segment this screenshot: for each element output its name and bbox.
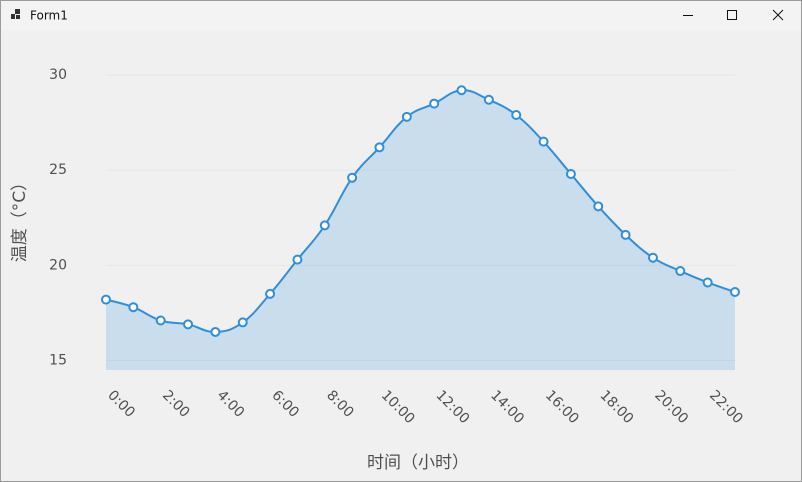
point [347, 172, 358, 183]
point [483, 94, 494, 105]
y-tick-label: 15 [49, 352, 67, 368]
y-tick-label: 30 [49, 67, 67, 83]
app-icon [11, 9, 20, 19]
point [565, 168, 576, 179]
point [265, 288, 276, 299]
point [620, 229, 631, 240]
point [374, 142, 385, 153]
point [183, 319, 194, 330]
window-title: Form1 [30, 9, 68, 23]
point [401, 111, 412, 122]
y-tick-label: 20 [49, 257, 67, 273]
maximize-button[interactable] [727, 10, 737, 20]
point [210, 326, 221, 337]
point [456, 85, 467, 96]
area [106, 90, 735, 370]
point [730, 286, 740, 297]
point [101, 294, 111, 305]
point [538, 136, 549, 147]
y-tick-label: 25 [49, 162, 67, 178]
point [675, 266, 686, 277]
point [237, 317, 248, 328]
point [647, 252, 658, 263]
close-button[interactable] [772, 9, 784, 21]
point [702, 277, 713, 288]
point [319, 220, 330, 231]
point [292, 254, 303, 265]
point [429, 98, 440, 109]
point [128, 302, 139, 313]
point [155, 315, 166, 326]
x-axis-title: 时间（小时） [367, 453, 469, 473]
point [593, 201, 604, 212]
point [511, 109, 522, 120]
y-axis-title: 温度（°C） [10, 174, 30, 262]
title-bar [1, 1, 801, 30]
